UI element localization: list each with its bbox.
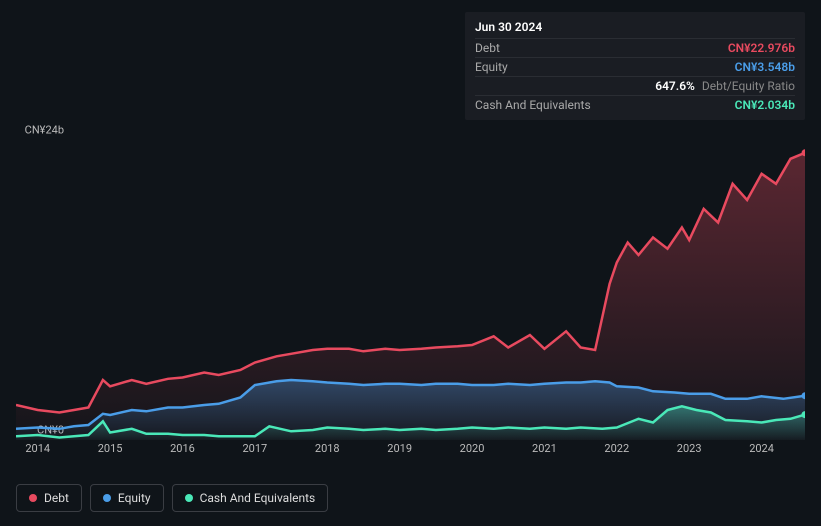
tooltip-row: Debt CN¥22.976b [475, 38, 795, 57]
tooltip-date: Jun 30 2024 [475, 18, 795, 38]
x-axis-tick: 2019 [387, 442, 412, 455]
tooltip-row: Cash And Equivalents CN¥2.034b [475, 95, 795, 114]
chart-tooltip: Jun 30 2024 Debt CN¥22.976b Equity CN¥3.548… [465, 12, 805, 120]
chart-plot[interactable] [16, 140, 805, 440]
tooltip-value: CN¥3.548b [735, 60, 795, 74]
x-axis-tick: 2015 [98, 442, 123, 455]
legend-item-equity[interactable]: Equity [90, 484, 164, 512]
y-axis-label-max: CN¥24b [25, 124, 64, 137]
tooltip-suffix: Debt/Equity Ratio [699, 79, 795, 93]
x-axis-tick: 2018 [315, 442, 340, 455]
tooltip-label: Equity [475, 60, 508, 74]
tooltip-row: 647.6% Debt/Equity Ratio [475, 76, 795, 95]
legend-label: Debt [44, 491, 69, 505]
tooltip-label: Debt [475, 41, 500, 55]
tooltip-value: CN¥2.034b [735, 98, 795, 112]
legend-dot-icon [103, 494, 111, 502]
chart-area: CN¥24b CN¥0 201420152016201720182019202 [16, 120, 805, 466]
legend-label: Cash And Equivalents [200, 491, 316, 505]
legend-item-cash[interactable]: Cash And Equivalents [172, 484, 329, 512]
chart-legend: Debt Equity Cash And Equivalents [16, 484, 328, 512]
legend-label: Equity [118, 491, 151, 505]
x-axis-tick: 2022 [604, 442, 629, 455]
x-axis-tick: 2024 [749, 442, 774, 455]
legend-dot-icon [185, 494, 193, 502]
x-axis-tick: 2020 [460, 442, 485, 455]
tooltip-value: 647.6% Debt/Equity Ratio [655, 79, 795, 93]
legend-item-debt[interactable]: Debt [16, 484, 82, 512]
x-axis: 2014 2015 2016 2017 2018 2019 2020 2021 2022 2023… [16, 442, 805, 462]
x-axis-tick: 2023 [677, 442, 702, 455]
tooltip-value: CN¥22.976b [728, 41, 795, 55]
legend-dot-icon [29, 494, 37, 502]
x-axis-tick: 2016 [170, 442, 195, 455]
tooltip-label: Cash And Equivalents [475, 98, 591, 112]
x-axis-tick: 2014 [25, 442, 50, 455]
x-axis-tick: 2021 [532, 442, 557, 455]
x-axis-tick: 2017 [242, 442, 267, 455]
tooltip-row: Equity CN¥3.548b [475, 57, 795, 76]
